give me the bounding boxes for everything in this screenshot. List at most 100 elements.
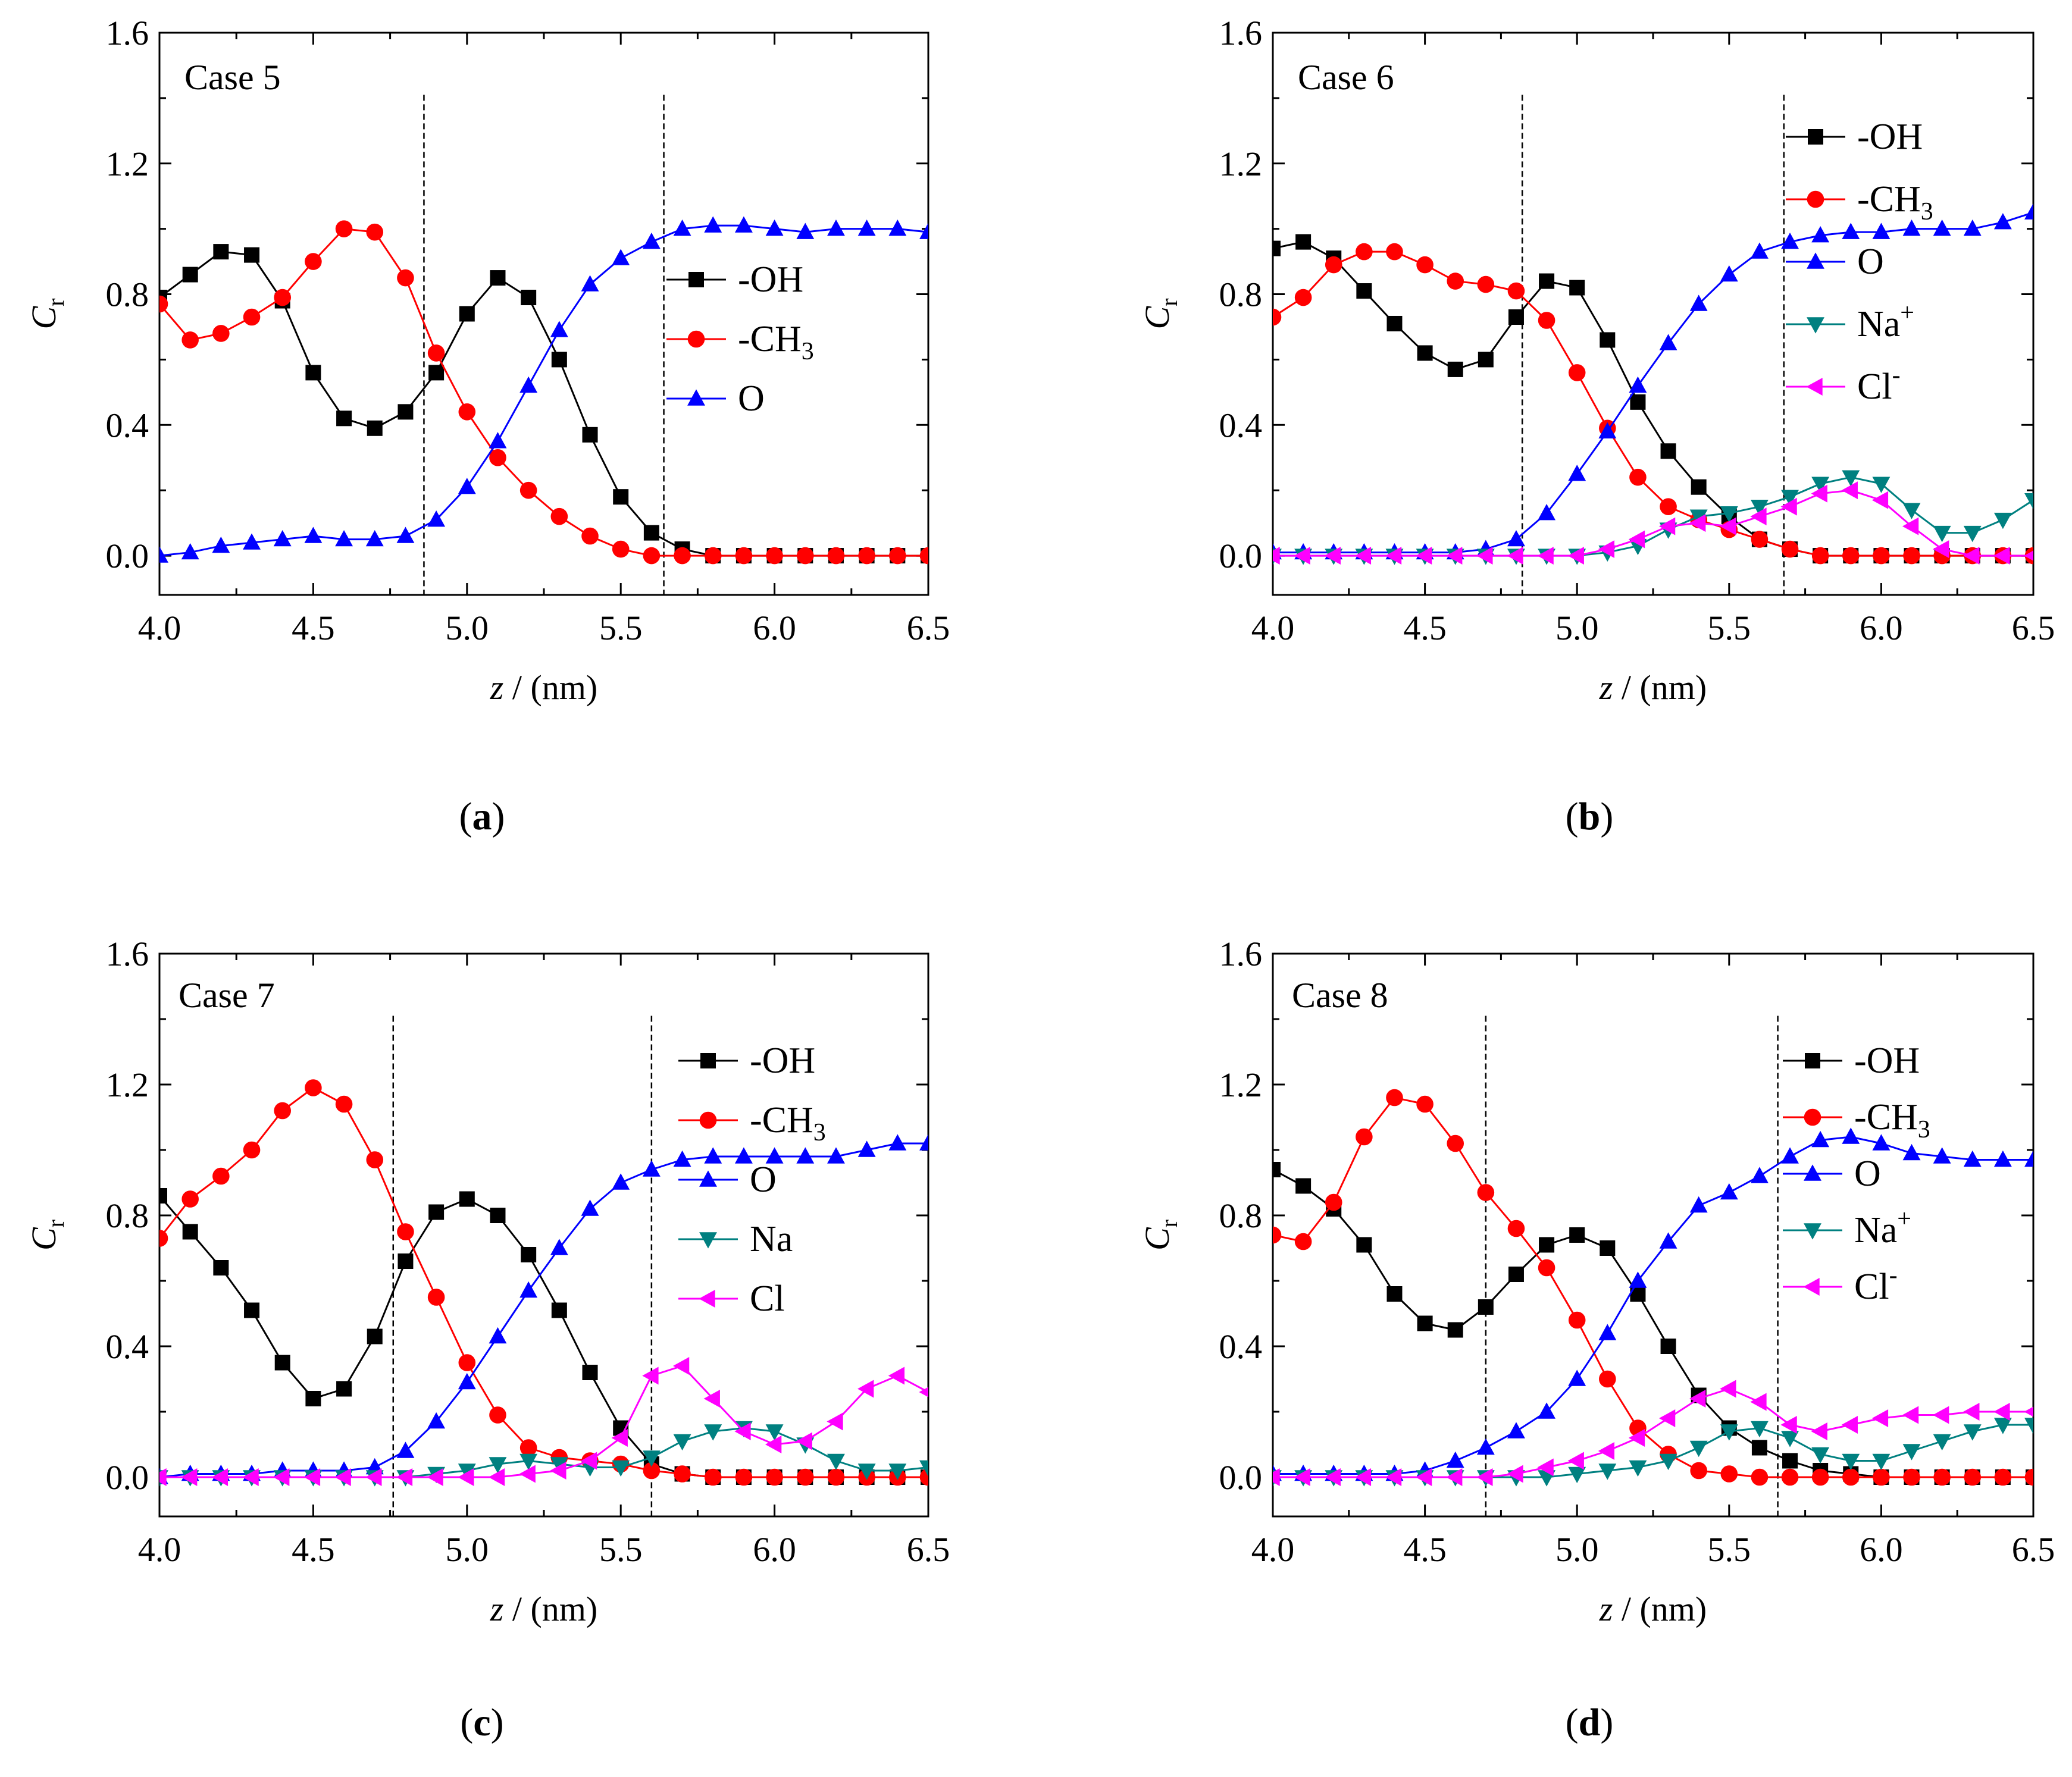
data-point-oh <box>551 352 567 368</box>
x-tick-label: 4.5 <box>1403 609 1447 647</box>
data-point-cl <box>211 1468 229 1486</box>
legend-marker-oh <box>1805 1053 1820 1068</box>
data-point-o <box>888 220 907 236</box>
legend-marker-cl <box>1803 1278 1820 1296</box>
data-point-o <box>273 529 292 547</box>
x-tick-label: 6.5 <box>907 1530 950 1569</box>
y-tick-label: 1.6 <box>106 935 149 973</box>
data-point-na <box>1872 1453 1891 1471</box>
data-point-cl <box>1385 1468 1402 1486</box>
data-point-o <box>796 222 815 239</box>
data-point-cl <box>1537 1458 1554 1477</box>
data-point-cl <box>334 1468 351 1486</box>
data-point-na <box>1811 1447 1830 1464</box>
data-point-cl <box>1841 481 1858 500</box>
data-point-na <box>2024 1418 2033 1434</box>
y-tick-label: 0.0 <box>106 537 149 575</box>
legend-label-oh: -OH <box>738 259 803 300</box>
data-point-cl <box>1273 547 1280 565</box>
data-point-o <box>765 220 784 236</box>
data-point-cl <box>1567 1452 1584 1470</box>
y-tick-label: 0.0 <box>1219 1458 1263 1497</box>
data-point-na <box>1993 1418 2012 1434</box>
data-point-o <box>1476 1438 1495 1455</box>
data-point-cl <box>1993 547 2010 565</box>
data-point-oh <box>244 1302 260 1318</box>
data-point-cl <box>1273 1468 1280 1486</box>
data-point-cl <box>734 1422 751 1440</box>
data-point-cl <box>765 1436 782 1453</box>
data-point-cl <box>1871 1409 1889 1427</box>
data-point-o <box>304 526 323 543</box>
series-line-na <box>1273 476 2033 557</box>
data-point-ch3 <box>581 527 599 545</box>
data-point-o <box>642 233 661 249</box>
legend-marker-ch3 <box>1804 1108 1821 1126</box>
y-axis-label: Cr <box>1138 1220 1182 1251</box>
data-point-oh <box>1447 361 1463 377</box>
data-point-ch3 <box>796 1468 814 1486</box>
caption-c: (c) <box>460 1701 504 1744</box>
data-point-ch3 <box>1273 308 1282 326</box>
legend-marker-o <box>699 1170 717 1187</box>
data-point-o <box>427 1412 446 1429</box>
data-point-ch3 <box>766 547 783 565</box>
data-point-oh <box>1660 443 1676 459</box>
data-point-na <box>1720 506 1738 523</box>
data-point-oh <box>1539 273 1555 289</box>
x-tick-label: 6.5 <box>907 609 950 647</box>
data-point-ch3 <box>458 403 476 421</box>
legend-label-cl: Cl <box>750 1278 785 1319</box>
data-point-cl <box>1963 1403 1980 1421</box>
data-point-o <box>1659 1232 1677 1249</box>
data-point-cl <box>1963 547 1980 565</box>
plot-frame <box>158 952 929 1518</box>
data-point-na <box>1842 470 1860 487</box>
data-point-ch3 <box>1507 1220 1525 1237</box>
case-label: Case 5 <box>184 58 281 97</box>
data-point-o <box>765 1147 784 1164</box>
data-point-oh <box>1600 1240 1616 1256</box>
data-point-ch3 <box>274 289 292 306</box>
x-tick-label: 4.5 <box>1403 1530 1447 1569</box>
caption-b-label: b <box>1578 795 1601 838</box>
data-point-na <box>1933 1434 1951 1451</box>
data-point-o <box>1781 1147 1799 1164</box>
data-point-o <box>159 546 168 563</box>
data-point-ch3 <box>335 1095 353 1113</box>
data-point-oh <box>1356 1237 1372 1253</box>
data-point-o <box>243 533 261 550</box>
x-tick-label: 4.5 <box>292 1530 335 1569</box>
data-point-na <box>1689 1440 1708 1458</box>
data-point-o <box>734 1147 753 1164</box>
data-point-na <box>1689 509 1708 526</box>
data-point-ch3 <box>212 1167 230 1185</box>
data-point-ch3 <box>1386 1089 1403 1107</box>
data-point-ch3 <box>1568 1311 1586 1329</box>
legend-marker-cl <box>699 1290 715 1308</box>
data-point-cl <box>159 1468 167 1486</box>
data-point-oh <box>582 1365 598 1380</box>
y-tick-label: 1.2 <box>106 1065 149 1104</box>
x-tick-label: 5.0 <box>1555 1530 1599 1569</box>
data-point-o <box>581 275 599 292</box>
legend-marker-na <box>699 1232 717 1249</box>
data-point-o <box>489 432 507 449</box>
data-point-cl <box>1780 497 1797 516</box>
data-point-ch3 <box>1842 547 1860 565</box>
data-point-ch3 <box>1811 1468 1829 1486</box>
data-point-cl <box>550 1462 566 1480</box>
data-point-cl <box>1689 1390 1706 1408</box>
data-point-o <box>550 1239 568 1255</box>
data-point-na <box>458 1463 476 1480</box>
data-point-o <box>427 510 446 527</box>
data-point-o <box>1811 226 1830 243</box>
legend-marker-o <box>687 389 705 406</box>
data-point-cl <box>1476 547 1493 565</box>
data-point-o <box>212 536 230 553</box>
data-point-na <box>1659 1453 1677 1471</box>
data-point-oh <box>182 1224 198 1240</box>
data-point-cl <box>827 1412 843 1431</box>
data-point-cl <box>1933 1406 1949 1424</box>
x-axis-label: z / (nm) <box>490 668 597 707</box>
